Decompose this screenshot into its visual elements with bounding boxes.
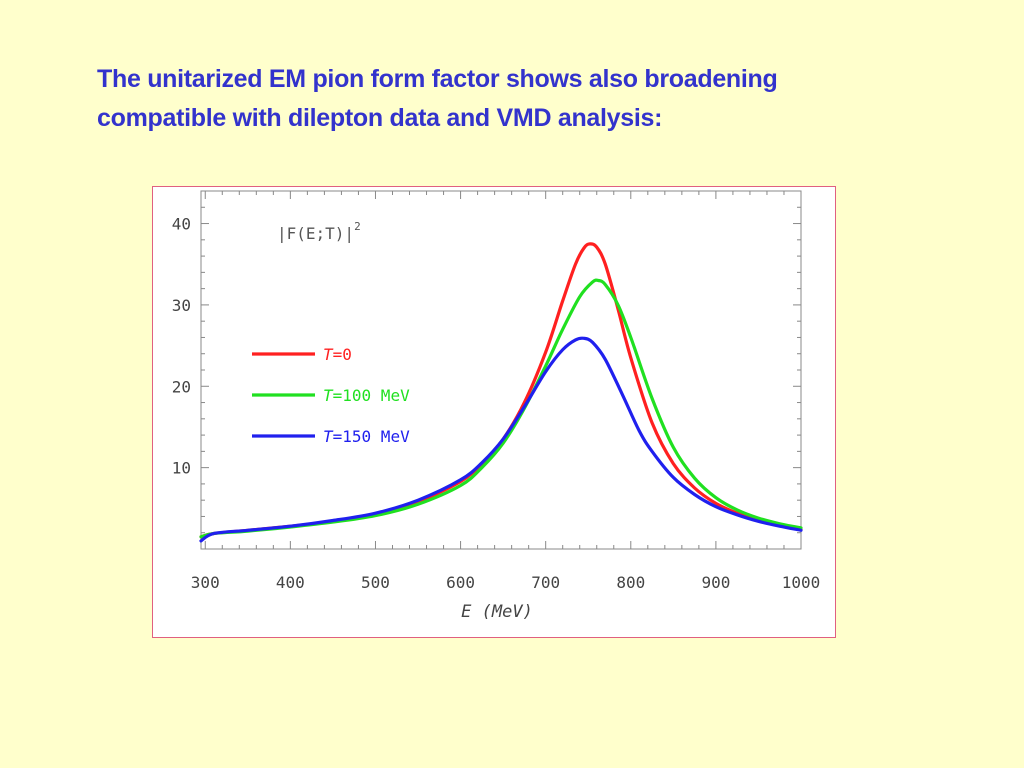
- x-tick-label: 1000: [782, 573, 821, 592]
- legend-label-value: =150 MeV: [333, 427, 410, 446]
- x-tick-label: 300: [191, 573, 220, 592]
- title-line-2: compatible with dilepton data and VMD an…: [97, 104, 663, 132]
- legend-entry-t150: T=150 MeV: [252, 427, 410, 446]
- y-tick-label: 10: [172, 459, 191, 478]
- legend-entry-t0: T=0: [252, 345, 352, 364]
- inner-plot-label-base: |F(E;T)|: [277, 224, 354, 243]
- form-factor-chart: 300 400 500 600 700 800 900 1000 10 20 30 40 |F(E;T…: [172, 190, 821, 622]
- x-tick-label: 800: [616, 573, 645, 592]
- legend-label-value: =100 MeV: [333, 386, 410, 405]
- legend-label-variable: T: [323, 386, 334, 405]
- x-tick-label: 400: [276, 573, 305, 592]
- series-line-t150: [199, 336, 803, 543]
- legend-label: T=0: [323, 345, 352, 364]
- legend-label-value: =0: [333, 345, 352, 364]
- inner-plot-label-exponent: 2: [354, 220, 361, 233]
- y-tick-label: 40: [172, 215, 191, 234]
- title-line-1: The unitarized EM pion form factor shows…: [97, 65, 778, 93]
- legend-label-variable: T: [323, 427, 334, 446]
- legend-entry-t100: T=100 MeV: [252, 386, 410, 405]
- x-tick-label: 700: [531, 573, 560, 592]
- y-tick-label: 30: [172, 296, 191, 315]
- legend-label: T=100 MeV: [323, 386, 410, 405]
- y-tick-label: 20: [172, 377, 191, 396]
- legend-label-variable: T: [323, 345, 334, 364]
- x-tick-label: 600: [446, 573, 475, 592]
- x-tick-label: 900: [701, 573, 730, 592]
- figure-frame: 300 400 500 600 700 800 900 1000 10 20 30 40 |F(E;T…: [152, 186, 836, 638]
- series-line-t100: [199, 278, 803, 539]
- inner-plot-label: |F(E;T)|2: [277, 220, 361, 243]
- x-tick-label: 500: [361, 573, 390, 592]
- axis-ticks: 300 400 500 600 700 800 900 1000 10 20 30 40: [172, 190, 821, 592]
- legend-label: T=150 MeV: [323, 427, 410, 446]
- series-layer: [199, 242, 803, 543]
- slide-title: The unitarized EM pion form factor shows…: [97, 60, 957, 138]
- x-axis-label: E (MeV): [461, 602, 533, 622]
